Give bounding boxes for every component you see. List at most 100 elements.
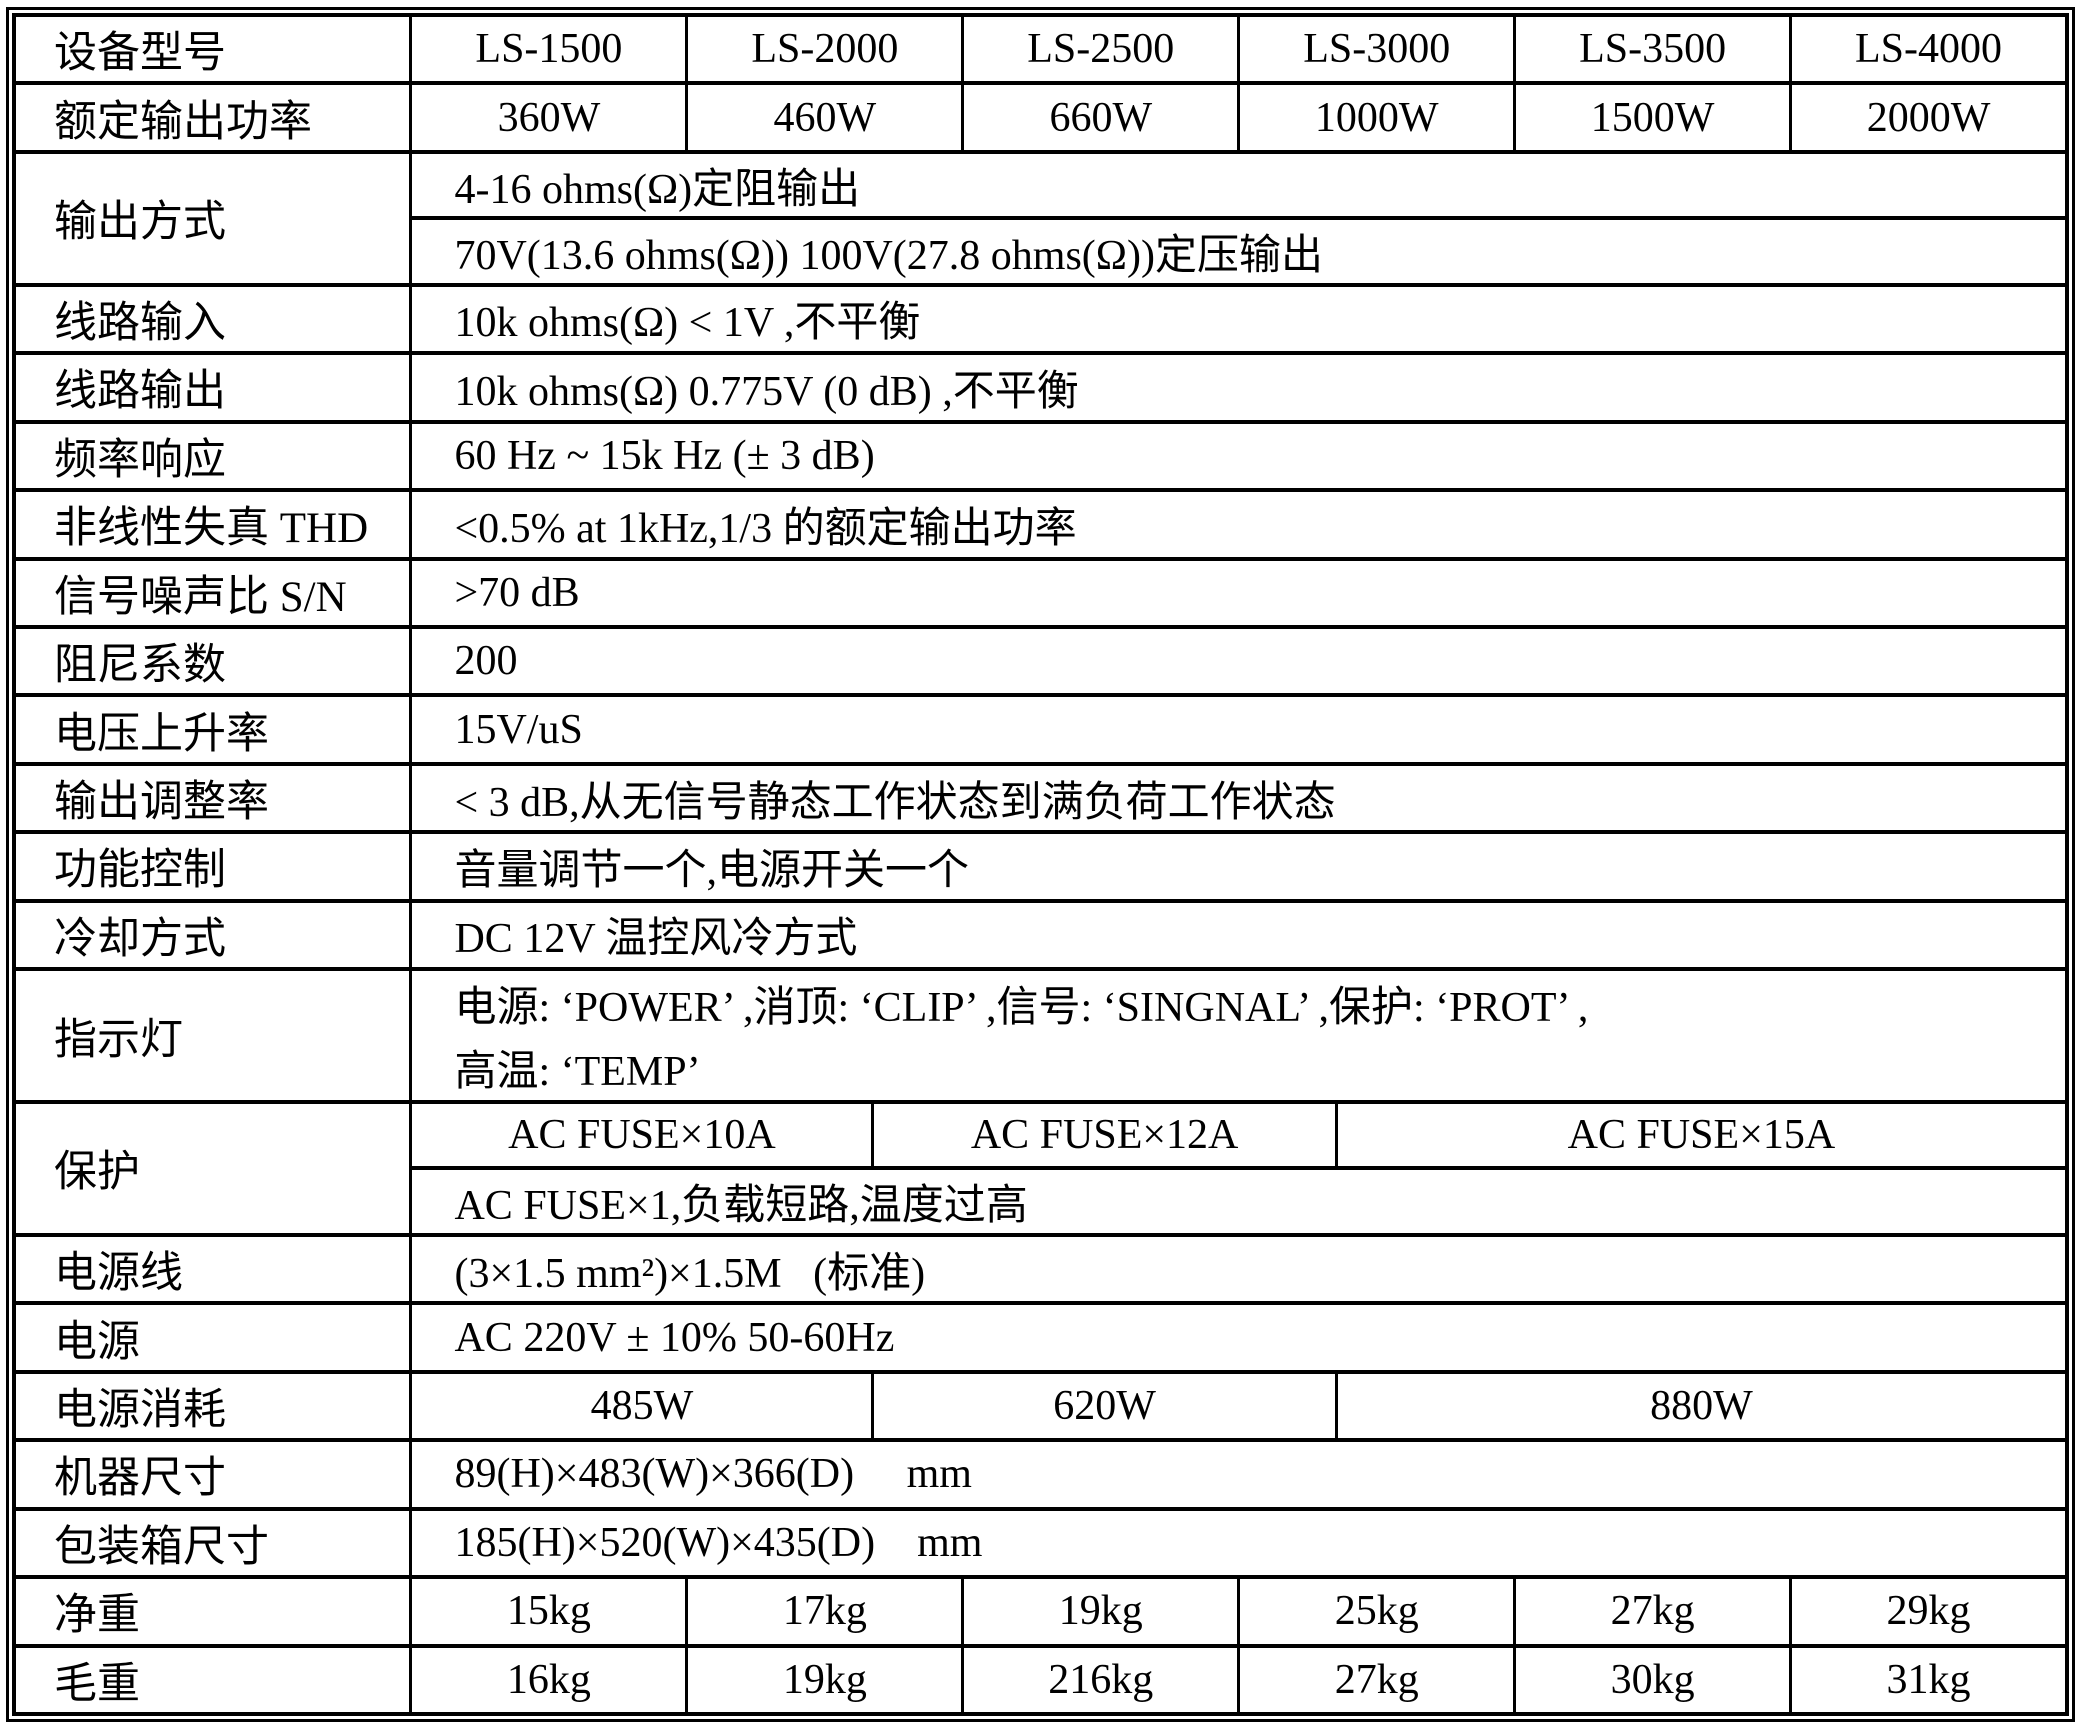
value-cell: 1500W [1516, 85, 1793, 150]
row-thd: 非线性失真 THD <0.5% at 1kHz,1/3 的额定输出功率 [16, 492, 2065, 561]
row-line-output: 线路输出 10k ohms(Ω) 0.775V (0 dB) ,不平衡 [16, 355, 2065, 424]
row-label-cooling-method: 冷却方式 [16, 902, 413, 968]
value-cell: 1000W [1240, 85, 1517, 150]
value-cell: <0.5% at 1kHz,1/3 的额定输出功率 [454, 505, 1077, 552]
protection-subrows: AC FUSE×10A AC FUSE×12A AC FUSE×15A AC F… [412, 1104, 2065, 1233]
spec-table-outer-border: 设备型号 LS-1500 LS-2000 LS-2500 LS-3000 LS-… [6, 7, 2075, 1722]
value-cell: 360W [412, 85, 689, 150]
value-cell: 15kg [412, 1579, 689, 1644]
value-cell: 10k ohms(Ω) 0.775V (0 dB) ,不平衡 [454, 368, 1079, 415]
row-label-thd: 非线性失真 THD [16, 492, 413, 557]
value-cell: 30kg [1516, 1647, 1793, 1712]
value-cell: 185(H)×520(W)×435(D) mm [454, 1519, 983, 1566]
row-label-damping-factor: 阻尼系数 [16, 628, 413, 694]
row-cooling-method: 冷却方式 DC 12V 温控风冷方式 [16, 902, 2065, 972]
value-cell: 216kg [964, 1647, 1241, 1712]
row-net-weight: 净重 15kg 17kg 19kg 25kg 27kg 29kg [16, 1579, 2065, 1648]
spec-table: 设备型号 LS-1500 LS-2000 LS-2500 LS-3000 LS-… [12, 13, 2069, 1716]
output-mode-subrows: 4-16 ohms(Ω)定阻输出 70V(13.6 ohms(Ω)) 100V(… [412, 154, 2065, 283]
row-carton-dimensions: 包装箱尺寸 185(H)×520(W)×435(D) mm [16, 1510, 2065, 1580]
protection-fuse-subrow: AC FUSE×10A AC FUSE×12A AC FUSE×15A [412, 1104, 2065, 1171]
value-cell: 29kg [1886, 1588, 1971, 1635]
row-power-cord: 电源线 (3×1.5 mm²)×1.5M (标准) [16, 1236, 2065, 1306]
row-label-output-regulation: 输出调整率 [16, 765, 413, 831]
row-output-mode: 输出方式 4-16 ohms(Ω)定阻输出 70V(13.6 ohms(Ω)) … [16, 153, 2065, 287]
row-label-frequency-response: 频率响应 [16, 423, 413, 489]
row-label-unit-dimensions: 机器尺寸 [16, 1442, 413, 1507]
value-cell: 27kg [1516, 1579, 1793, 1644]
row-snr: 信号噪声比 S/N >70 dB [16, 560, 2065, 629]
row-device-model: 设备型号 LS-1500 LS-2000 LS-2500 LS-3000 LS-… [16, 17, 2065, 86]
row-output-regulation: 输出调整率 < 3 dB,从无信号静态工作状态到满负荷工作状态 [16, 765, 2065, 835]
row-protection: 保护 AC FUSE×10A AC FUSE×12A AC FUSE×15A A… [16, 1104, 2065, 1237]
value-cell: AC 220V ± 10% 50-60Hz [454, 1314, 895, 1361]
fuse-cell: AC FUSE×10A [412, 1104, 875, 1167]
output-mode-subrow-2: 70V(13.6 ohms(Ω)) 100V(27.8 ohms(Ω))定压输出 [412, 220, 2065, 282]
value-cell: 27kg [1240, 1647, 1517, 1712]
value-cell: 19kg [964, 1579, 1241, 1644]
output-mode-subrow-1: 4-16 ohms(Ω)定阻输出 [412, 154, 2065, 221]
row-label-gross-weight: 毛重 [16, 1647, 413, 1712]
power-consumption-cells: 485W 620W 880W [412, 1373, 2065, 1439]
model-cells: LS-1500 LS-2000 LS-2500 LS-3000 LS-3500 … [412, 17, 2065, 82]
model-cell: LS-2000 [688, 17, 965, 82]
rated-power-cells: 360W 460W 660W 1000W 1500W 2000W [412, 85, 2065, 150]
fuse-cell: AC FUSE×15A [1567, 1112, 1836, 1159]
row-unit-dimensions: 机器尺寸 89(H)×483(W)×366(D) mm [16, 1442, 2065, 1511]
indicators-cell: 电源: ‘POWER’ ,消顶: ‘CLIP’ ,信号: ‘SINGNAL’ ,… [412, 971, 2065, 1100]
row-label-line-input: 线路输入 [16, 286, 413, 352]
indicators-line-1: 电源: ‘POWER’ ,消顶: ‘CLIP’ ,信号: ‘SINGNAL’ ,… [454, 985, 1589, 1032]
protection-subrow-2: AC FUSE×1,负载短路,温度过高 [412, 1170, 2065, 1232]
row-label-rated-output-power: 额定输出功率 [16, 85, 413, 150]
value-cell: 17kg [688, 1579, 965, 1644]
value-cell: 70V(13.6 ohms(Ω)) 100V(27.8 ohms(Ω))定压输出 [454, 233, 1323, 280]
value-cell: 15V/uS [454, 706, 583, 753]
row-damping-factor: 阻尼系数 200 [16, 628, 2065, 698]
value-cell: 2000W [1866, 94, 1991, 141]
row-power-consumption: 电源消耗 485W 620W 880W [16, 1373, 2065, 1443]
value-cell: 460W [688, 85, 965, 150]
row-label-indicators: 指示灯 [16, 971, 413, 1100]
value-cell: AC FUSE×1,负载短路,温度过高 [454, 1183, 1028, 1230]
value-cell: 4-16 ohms(Ω)定阻输出 [454, 166, 861, 213]
value-cell: 200 [454, 638, 518, 685]
row-label-function-controls: 功能控制 [16, 834, 413, 899]
fuse-cell: AC FUSE×12A [874, 1104, 1338, 1167]
row-label-carton-dimensions: 包装箱尺寸 [16, 1510, 413, 1576]
value-cell: 620W [874, 1373, 1338, 1439]
value-cell: 10k ohms(Ω) < 1V ,不平衡 [454, 300, 921, 347]
value-cell: 660W [964, 85, 1241, 150]
value-cell: 60 Hz ~ 15k Hz (± 3 dB) [454, 432, 875, 479]
row-gross-weight: 毛重 16kg 19kg 216kg 27kg 30kg 31kg [16, 1647, 2065, 1712]
value-cell: >70 dB [454, 569, 580, 616]
row-label-protection: 保护 [16, 1104, 413, 1233]
row-function-controls: 功能控制 音量调节一个,电源开关一个 [16, 834, 2065, 903]
row-line-input: 线路输入 10k ohms(Ω) < 1V ,不平衡 [16, 286, 2065, 356]
row-label-power-consumption: 电源消耗 [16, 1373, 413, 1439]
row-slew-rate: 电压上升率 15V/uS [16, 697, 2065, 766]
value-cell: 31kg [1886, 1656, 1971, 1703]
row-frequency-response: 频率响应 60 Hz ~ 15k Hz (± 3 dB) [16, 423, 2065, 493]
value-cell: 25kg [1240, 1579, 1517, 1644]
model-cell: LS-2500 [964, 17, 1241, 82]
row-label-device-model: 设备型号 [16, 17, 413, 82]
row-label-snr: 信号噪声比 S/N [16, 560, 413, 625]
model-cell: LS-4000 [1855, 26, 2003, 73]
value-cell: 485W [412, 1373, 875, 1439]
value-cell: (3×1.5 mm²)×1.5M (标准) [454, 1250, 926, 1297]
row-label-slew-rate: 电压上升率 [16, 697, 413, 762]
row-label-power-supply: 电源 [16, 1305, 413, 1370]
row-rated-output-power: 额定输出功率 360W 460W 660W 1000W 1500W 2000W [16, 85, 2065, 154]
net-weight-cells: 15kg 17kg 19kg 25kg 27kg 29kg [412, 1579, 2065, 1644]
indicators-line-2: 高温: ‘TEMP’ [454, 1048, 701, 1095]
row-label-net-weight: 净重 [16, 1579, 413, 1644]
value-cell: < 3 dB,从无信号静态工作状态到满负荷工作状态 [454, 779, 1336, 826]
value-cell: 16kg [412, 1647, 689, 1712]
model-cell: LS-1500 [412, 17, 689, 82]
value-cell: 880W [1650, 1382, 1753, 1429]
model-cell: LS-3500 [1516, 17, 1793, 82]
value-cell: 19kg [688, 1647, 965, 1712]
row-indicators: 指示灯 电源: ‘POWER’ ,消顶: ‘CLIP’ ,信号: ‘SINGNA… [16, 971, 2065, 1104]
row-power-supply: 电源 AC 220V ± 10% 50-60Hz [16, 1305, 2065, 1374]
